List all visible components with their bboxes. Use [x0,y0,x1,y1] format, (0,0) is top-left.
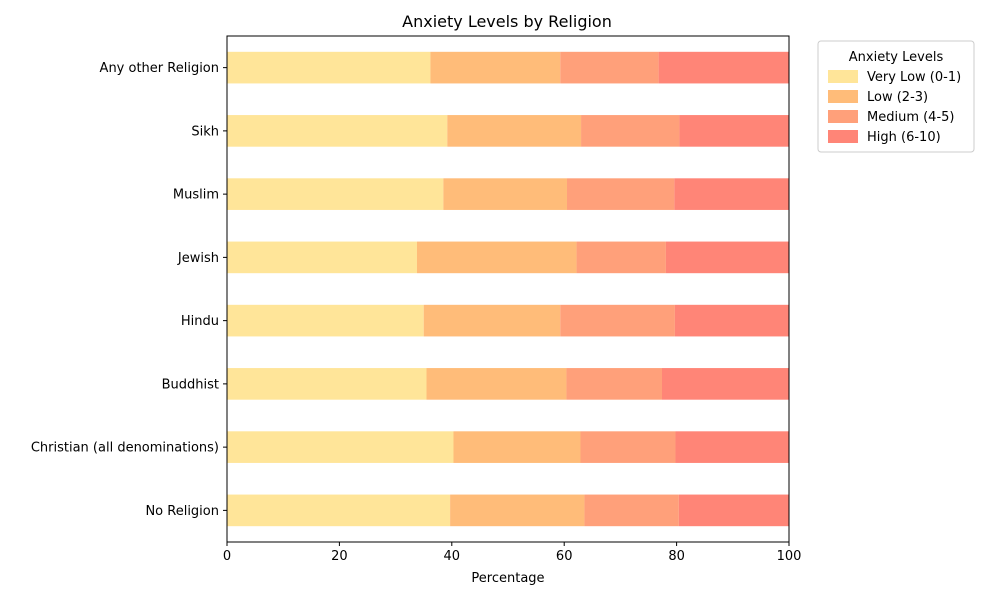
y-tick-label: No Religion [145,504,219,519]
bar-segment [423,304,561,337]
bar-segment [661,368,789,400]
chart-title: Anxiety Levels by Religion [402,12,612,31]
x-tick-label: 40 [444,549,461,564]
bar-segment [581,115,680,147]
bar-segment [426,368,567,400]
bar-segment [679,115,789,147]
y-tick-label: Hindu [181,314,219,329]
bar-segment [227,51,431,84]
bar-segment [450,494,585,527]
bar-segment [567,178,675,210]
bar-segment [447,115,582,147]
bar-segment [430,51,561,84]
legend-swatch [828,130,858,143]
bar-segment [227,304,424,337]
legend-label: Very Low (0-1) [867,70,961,85]
y-tick-label: Sikh [191,124,219,139]
x-tick-label: 100 [777,549,802,564]
legend-swatch [828,110,858,123]
bar-segment [658,51,789,84]
bar-segment [566,368,662,400]
bar-segment [227,241,417,274]
bar-segment [453,431,581,463]
bar-segment [443,178,568,210]
bar-segment [675,431,789,463]
legend-label: Medium (4-5) [867,110,955,125]
bar-segment [227,178,444,210]
y-axis: No Religion Christian (all denominations)… [31,61,227,519]
bars-layer [227,51,789,527]
y-tick-label: Muslim [173,188,219,203]
bar-segment [674,178,789,210]
plot-frame [226,35,790,543]
legend-title: Anxiety Levels [849,50,944,65]
y-tick-label: Any other Religion [100,61,219,76]
bar-segment [416,241,577,274]
bar-segment [678,494,789,527]
legend-swatch [828,90,858,103]
bar-segment [674,304,789,337]
y-tick-label: Jewish [177,251,219,266]
x-tick-label: 20 [331,549,348,564]
legend: Anxiety Levels Very Low (0-1) Low (2-3) Me… [817,40,975,153]
bar-segment [227,115,448,147]
legend-box [817,40,975,153]
x-axis-label: Percentage [471,571,544,586]
y-tick-label: Buddhist [162,377,219,392]
bar-segment [227,494,451,527]
bar-segment [560,304,675,337]
bar-segment [580,431,676,463]
bar-segment [665,241,789,274]
bar-segment [560,51,659,84]
x-axis: 0 20 40 60 80 100 [223,542,802,564]
legend-items: Very Low (0-1) Low (2-3) Medium (4-5) High … [828,70,961,145]
y-tick-label: Christian (all denominations) [31,441,219,456]
legend-swatch [828,70,858,83]
bar-segment [576,241,666,274]
x-tick-label: 60 [556,549,573,564]
legend-label: Low (2-3) [867,90,928,105]
bar-segment [227,368,427,400]
bar-segment [227,431,454,463]
bar-segment [584,494,679,527]
x-tick-label: 0 [223,549,231,564]
legend-label: High (6-10) [867,130,941,145]
x-tick-label: 80 [668,549,685,564]
